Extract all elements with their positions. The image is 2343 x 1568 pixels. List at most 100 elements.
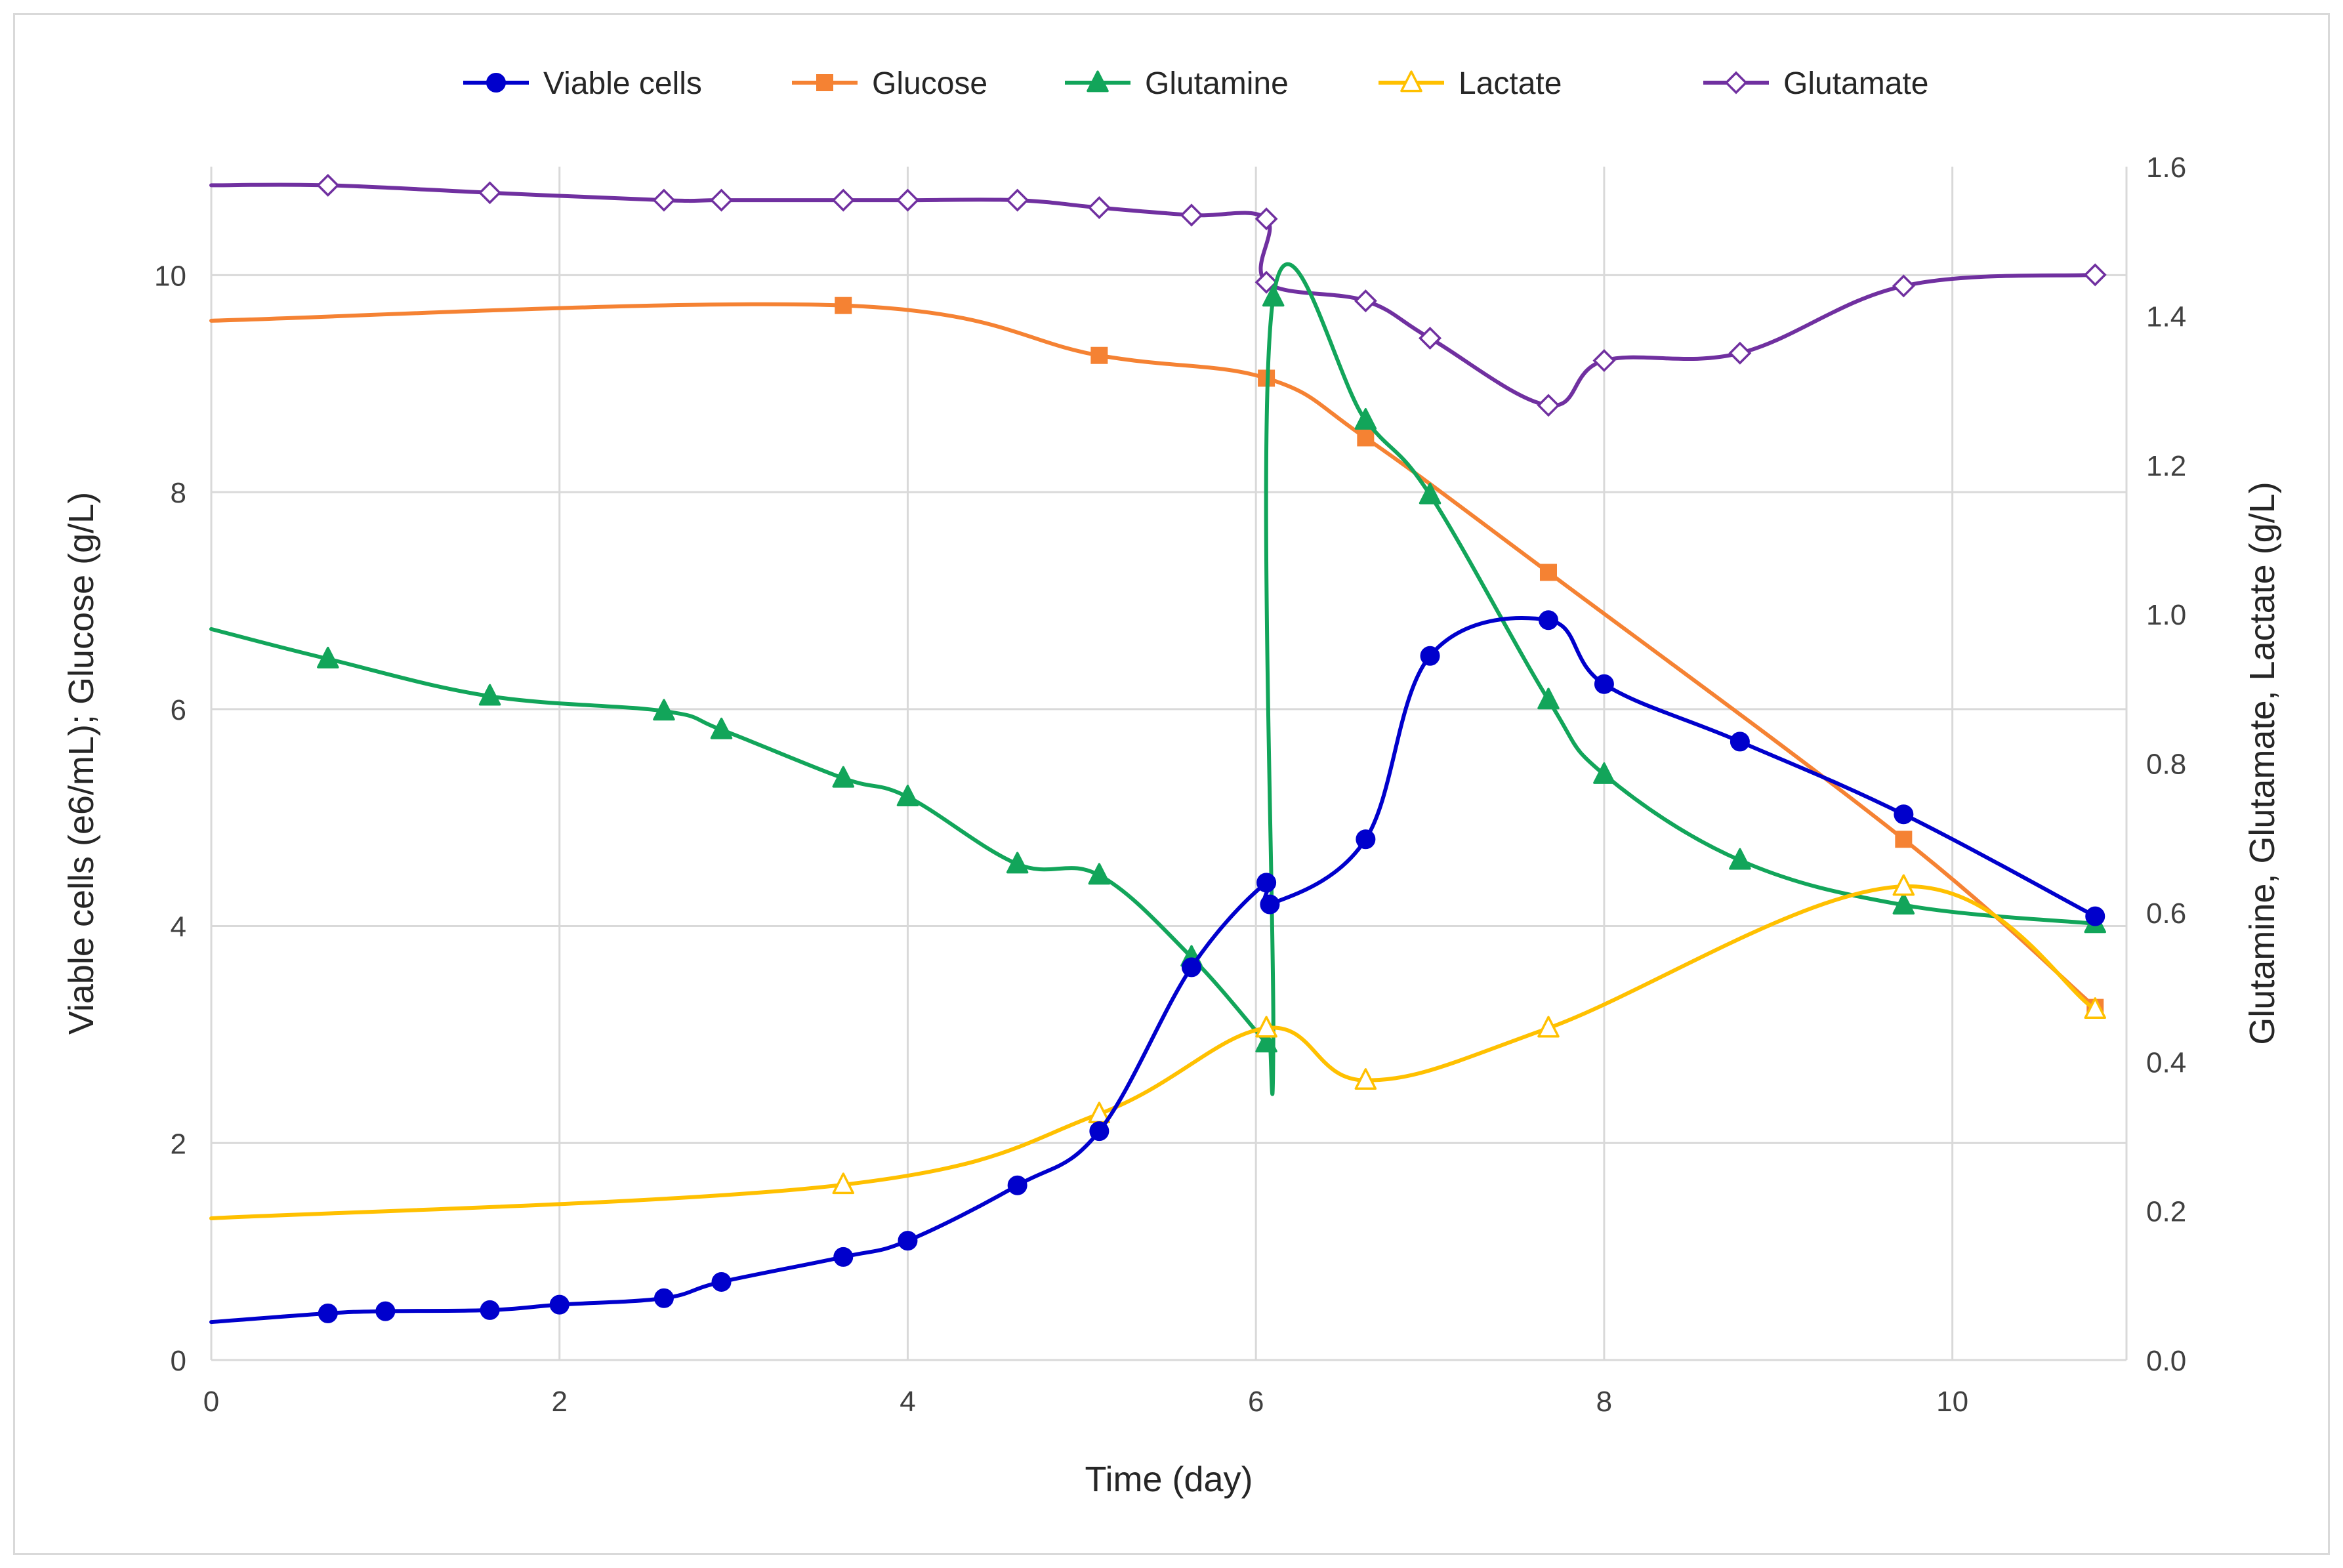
right-y-tick-label: 0.0 xyxy=(2146,1345,2186,1377)
data-point xyxy=(1006,188,1029,212)
data-point xyxy=(1255,1031,1277,1053)
left-y-tick-label: 0 xyxy=(171,1345,186,1377)
left-y-tick-label: 10 xyxy=(154,260,186,292)
data-point xyxy=(1354,1068,1377,1090)
data-point xyxy=(1537,688,1560,710)
data-point xyxy=(1730,732,1750,752)
data-point xyxy=(1539,564,1557,581)
data-point xyxy=(549,1294,570,1315)
left-y-axis-title: Viable cells (e6/mL); Glucose (g/L) xyxy=(62,492,101,1035)
data-point xyxy=(2085,906,2105,926)
data-point xyxy=(375,1301,396,1321)
legend-label: Viable cells xyxy=(543,66,702,101)
data-point xyxy=(1181,957,1201,978)
legend-label: Glutamine xyxy=(1145,66,1289,101)
data-point xyxy=(1538,610,1558,630)
x-tick-label: 0 xyxy=(203,1386,219,1418)
right-y-tick-label: 0.2 xyxy=(2146,1196,2186,1228)
data-point xyxy=(1892,892,1915,915)
data-point xyxy=(1260,894,1280,915)
chart-frame: 0 2 4 6 8 10 0 2 4 6 8 10 0.0 0.2 0.4 0.… xyxy=(13,13,2330,1555)
left-y-tick-label: 8 xyxy=(171,477,186,509)
x-tick-label: 6 xyxy=(1248,1386,1264,1418)
data-point xyxy=(653,699,675,721)
data-point xyxy=(1728,341,1752,365)
data-point xyxy=(710,717,733,739)
data-point xyxy=(896,188,919,212)
data-point xyxy=(1592,349,1616,373)
series-viable-cells xyxy=(209,610,2105,1325)
data-point xyxy=(1420,646,1440,666)
data-point xyxy=(1594,674,1614,694)
data-point xyxy=(1357,429,1375,447)
legend-swatch-marker xyxy=(1400,70,1422,93)
legend-label: Glucose xyxy=(872,66,987,101)
data-point xyxy=(832,766,855,788)
series-line xyxy=(209,262,2098,1096)
data-point xyxy=(898,1231,918,1251)
right-y-tick-label: 1.6 xyxy=(2146,152,2186,184)
right-y-tick-label: 1.4 xyxy=(2146,300,2186,333)
legend-item-glutamine: Glutamine xyxy=(1065,66,1289,101)
legend-item-glutamate: Glutamate xyxy=(1703,66,1928,101)
legend: Viable cells Glucose Glutamine Lactate G… xyxy=(463,66,1928,101)
data-point xyxy=(1892,874,1915,896)
left-y-tick-label: 2 xyxy=(171,1128,186,1160)
data-point xyxy=(1006,852,1029,874)
x-tick-label: 2 xyxy=(551,1386,567,1418)
data-point xyxy=(317,646,339,669)
data-point xyxy=(711,1271,732,1292)
left-y-axis-tick-labels: 0 2 4 6 8 10 xyxy=(154,260,186,1377)
legend-item-lactate: Lactate xyxy=(1379,66,1562,101)
right-y-axis-tick-labels: 0.0 0.2 0.4 0.6 0.8 1.0 1.2 1.4 1.6 xyxy=(2146,152,2186,1377)
data-point xyxy=(2084,997,2106,1020)
data-point xyxy=(1895,831,1913,848)
series-glutamate xyxy=(209,173,2107,417)
x-tick-label: 8 xyxy=(1596,1386,1612,1418)
data-point xyxy=(478,684,501,706)
x-tick-label: 10 xyxy=(1936,1386,1968,1418)
left-y-tick-label: 4 xyxy=(171,911,186,943)
gridlines xyxy=(210,167,2128,1361)
left-y-tick-label: 6 xyxy=(171,694,186,726)
data-point xyxy=(1729,848,1751,870)
data-point xyxy=(832,1172,855,1195)
data-point xyxy=(1088,863,1111,885)
data-point xyxy=(2083,263,2107,287)
data-point xyxy=(896,785,919,807)
data-point xyxy=(710,188,733,212)
data-point xyxy=(1087,196,1111,220)
right-y-tick-label: 0.8 xyxy=(2146,749,2186,781)
data-point xyxy=(1356,829,1376,850)
series-layer xyxy=(209,173,2107,1325)
data-point xyxy=(1892,274,1915,298)
legend-swatch-marker xyxy=(816,74,833,91)
right-y-tick-label: 0.4 xyxy=(2146,1046,2186,1079)
data-point xyxy=(653,1288,674,1308)
legend-label: Glutamate xyxy=(1783,66,1928,101)
right-y-tick-label: 1.2 xyxy=(2146,450,2186,482)
legend-swatch-marker xyxy=(486,73,506,93)
right-y-axis-title: Glutamine, Glutamate, Lactate (g/L) xyxy=(2243,482,2282,1044)
data-point xyxy=(835,297,852,314)
data-point xyxy=(1256,873,1277,893)
right-y-tick-label: 1.0 xyxy=(2146,599,2186,631)
series-glutamine xyxy=(209,262,2106,1096)
data-point xyxy=(1593,762,1615,784)
data-point xyxy=(316,173,340,197)
data-point xyxy=(652,188,676,212)
legend-swatch-marker xyxy=(1724,71,1748,94)
data-point xyxy=(1090,346,1108,364)
data-point xyxy=(478,181,502,205)
data-point xyxy=(318,1303,338,1323)
data-point xyxy=(1180,203,1203,227)
series-line xyxy=(209,884,2098,1220)
data-point xyxy=(1419,327,1442,350)
legend-item-viable-cells: Viable cells xyxy=(463,66,702,101)
x-tick-label: 4 xyxy=(900,1386,915,1418)
data-point xyxy=(1254,207,1278,231)
data-point xyxy=(1089,1121,1109,1142)
data-point xyxy=(1254,270,1278,294)
data-point xyxy=(1255,1016,1277,1038)
data-point xyxy=(1007,1175,1027,1195)
